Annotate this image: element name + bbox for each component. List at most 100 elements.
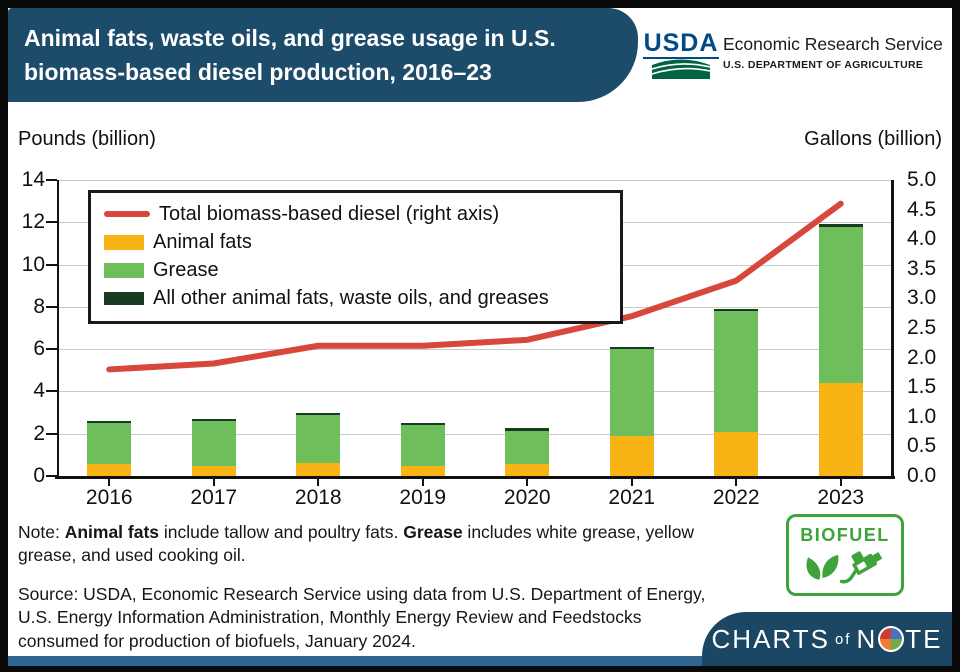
left-tick-label: 12 — [21, 210, 45, 234]
bar-segment — [505, 428, 550, 431]
pie-chart-o-icon — [878, 626, 905, 652]
note-bold-grease: Grease — [403, 522, 463, 542]
note-prefix: Note: — [18, 522, 65, 542]
x-tick-label: 2021 — [608, 486, 656, 509]
x-tick-label: 2023 — [817, 486, 865, 509]
usda-wordmark: USDA — [642, 29, 720, 59]
x-tick-label: 2019 — [399, 486, 447, 509]
left-tick-label: 6 — [33, 337, 45, 361]
left-tick-label: 4 — [33, 379, 45, 403]
bar-segment — [400, 466, 445, 476]
bar-segment — [714, 311, 759, 432]
bar-segment — [87, 423, 132, 465]
legend-swatch-animal-fats — [104, 234, 144, 250]
bar-segment — [714, 308, 759, 312]
bar-segment — [818, 224, 863, 227]
dept-name: U.S. DEPARTMENT OF AGRICULTURE — [723, 59, 924, 71]
biofuel-leaves-pump-icon — [806, 551, 883, 584]
left-tick-mark — [46, 390, 57, 393]
bottom-accent-strip — [8, 656, 952, 666]
charts-of-note-wordmark: CHARTS of N TE — [712, 624, 943, 655]
chart-legend: Total biomass-based diesel (right axis) … — [88, 190, 623, 324]
legend-label: Total biomass-based diesel (right axis) — [159, 202, 500, 225]
left-tick-label: 10 — [21, 252, 45, 276]
biofuel-label: BIOFUEL — [800, 525, 890, 545]
x-tick-mark — [108, 479, 111, 486]
left-tick-mark — [46, 221, 57, 224]
legend-label: All other animal fats, waste oils, and g… — [153, 286, 549, 309]
legend-item-grease: Grease — [104, 256, 620, 284]
source-text: Source: USDA, Economic Research Service … — [18, 584, 706, 651]
left-tick-mark — [46, 179, 57, 181]
gridline — [57, 180, 893, 181]
note-bold-animal-fats: Animal fats — [64, 522, 160, 542]
page-title-line2: biomass-based diesel production, 2016–23 — [24, 59, 492, 85]
legend-label: Grease — [153, 258, 219, 281]
x-tick-label: 2017 — [190, 486, 238, 509]
right-tick-label: 1.5 — [907, 375, 937, 399]
left-axis-title: Pounds (billion) — [18, 128, 156, 150]
x-tick-mark — [421, 479, 424, 486]
x-axis-baseline — [55, 476, 895, 479]
right-tick-label: 2.0 — [907, 345, 937, 369]
plot-area: Total biomass-based diesel (right axis) … — [22, 168, 937, 509]
legend-swatch-grease — [104, 262, 144, 278]
left-tick-label: 0 — [33, 464, 45, 487]
gridline — [57, 433, 893, 435]
total-biomass-diesel-line — [106, 200, 844, 373]
bar-segment — [609, 435, 654, 476]
bar-segment — [191, 421, 236, 467]
x-tick-label: 2022 — [712, 486, 760, 509]
charts-of-note-panel: CHARTS of N TE — [702, 612, 952, 666]
x-tick-label: 2020 — [503, 486, 551, 509]
left-tick-mark — [46, 348, 57, 351]
bar-segment — [87, 421, 132, 424]
x-tick-label: 2018 — [294, 486, 342, 509]
right-tick-label: 3.0 — [907, 286, 937, 310]
bar-segment — [505, 464, 550, 476]
bar-segment — [296, 463, 341, 476]
bar-segment — [818, 226, 863, 383]
left-tick-mark — [46, 305, 57, 308]
legend-swatch-all-other — [104, 291, 144, 305]
note-text: Note: Animal fats include tallow and pou… — [18, 521, 706, 568]
left-tick-label: 14 — [21, 168, 45, 191]
right-tick-label: 0.0 — [907, 464, 937, 487]
right-y-axis-line — [891, 180, 894, 479]
x-tick-mark — [630, 479, 633, 486]
left-tick-mark — [46, 432, 57, 435]
x-tick-mark — [839, 479, 842, 486]
right-tick-label: 0.5 — [907, 434, 937, 458]
left-tick-mark — [46, 475, 57, 477]
bar-segment — [296, 414, 341, 464]
header-band: Animal fats, waste oils, and grease usag… — [8, 8, 638, 102]
right-axis-title: Gallons (billion) — [804, 128, 942, 150]
right-tick-label: 2.5 — [907, 316, 937, 339]
x-tick-mark — [212, 479, 215, 486]
usda-logo-text: Economic Research Service U.S. DEPARTMEN… — [723, 31, 943, 71]
note-segment1: include tallow and poultry fats. — [159, 522, 404, 542]
x-tick-mark — [317, 479, 320, 486]
org-name: Economic Research Service — [723, 34, 943, 54]
bar-segment — [714, 431, 759, 476]
left-tick-mark — [46, 263, 57, 266]
right-tick-label: 5.0 — [907, 168, 937, 191]
usda-logo-mark: USDA — [642, 31, 720, 79]
right-tick-label: 4.5 — [907, 197, 937, 221]
usda-logo: USDA Economic Research Service U.S. DEPA… — [642, 31, 943, 79]
bar-segment — [818, 382, 863, 476]
legend-swatch-total-line — [104, 211, 150, 217]
right-tick-label: 3.5 — [907, 256, 937, 280]
bar-segment — [191, 418, 236, 422]
bar-segment — [505, 430, 550, 465]
wordmark-n: N — [856, 623, 878, 654]
left-y-axis-line — [57, 180, 59, 479]
biofuel-badge: BIOFUEL — [786, 514, 904, 596]
bar-segment — [296, 412, 341, 415]
legend-item-all-other: All other animal fats, waste oils, and g… — [104, 284, 620, 312]
bar-segment — [609, 349, 654, 436]
gridline — [57, 349, 893, 351]
x-tick-label: 2016 — [85, 486, 133, 509]
gridline — [57, 391, 893, 393]
